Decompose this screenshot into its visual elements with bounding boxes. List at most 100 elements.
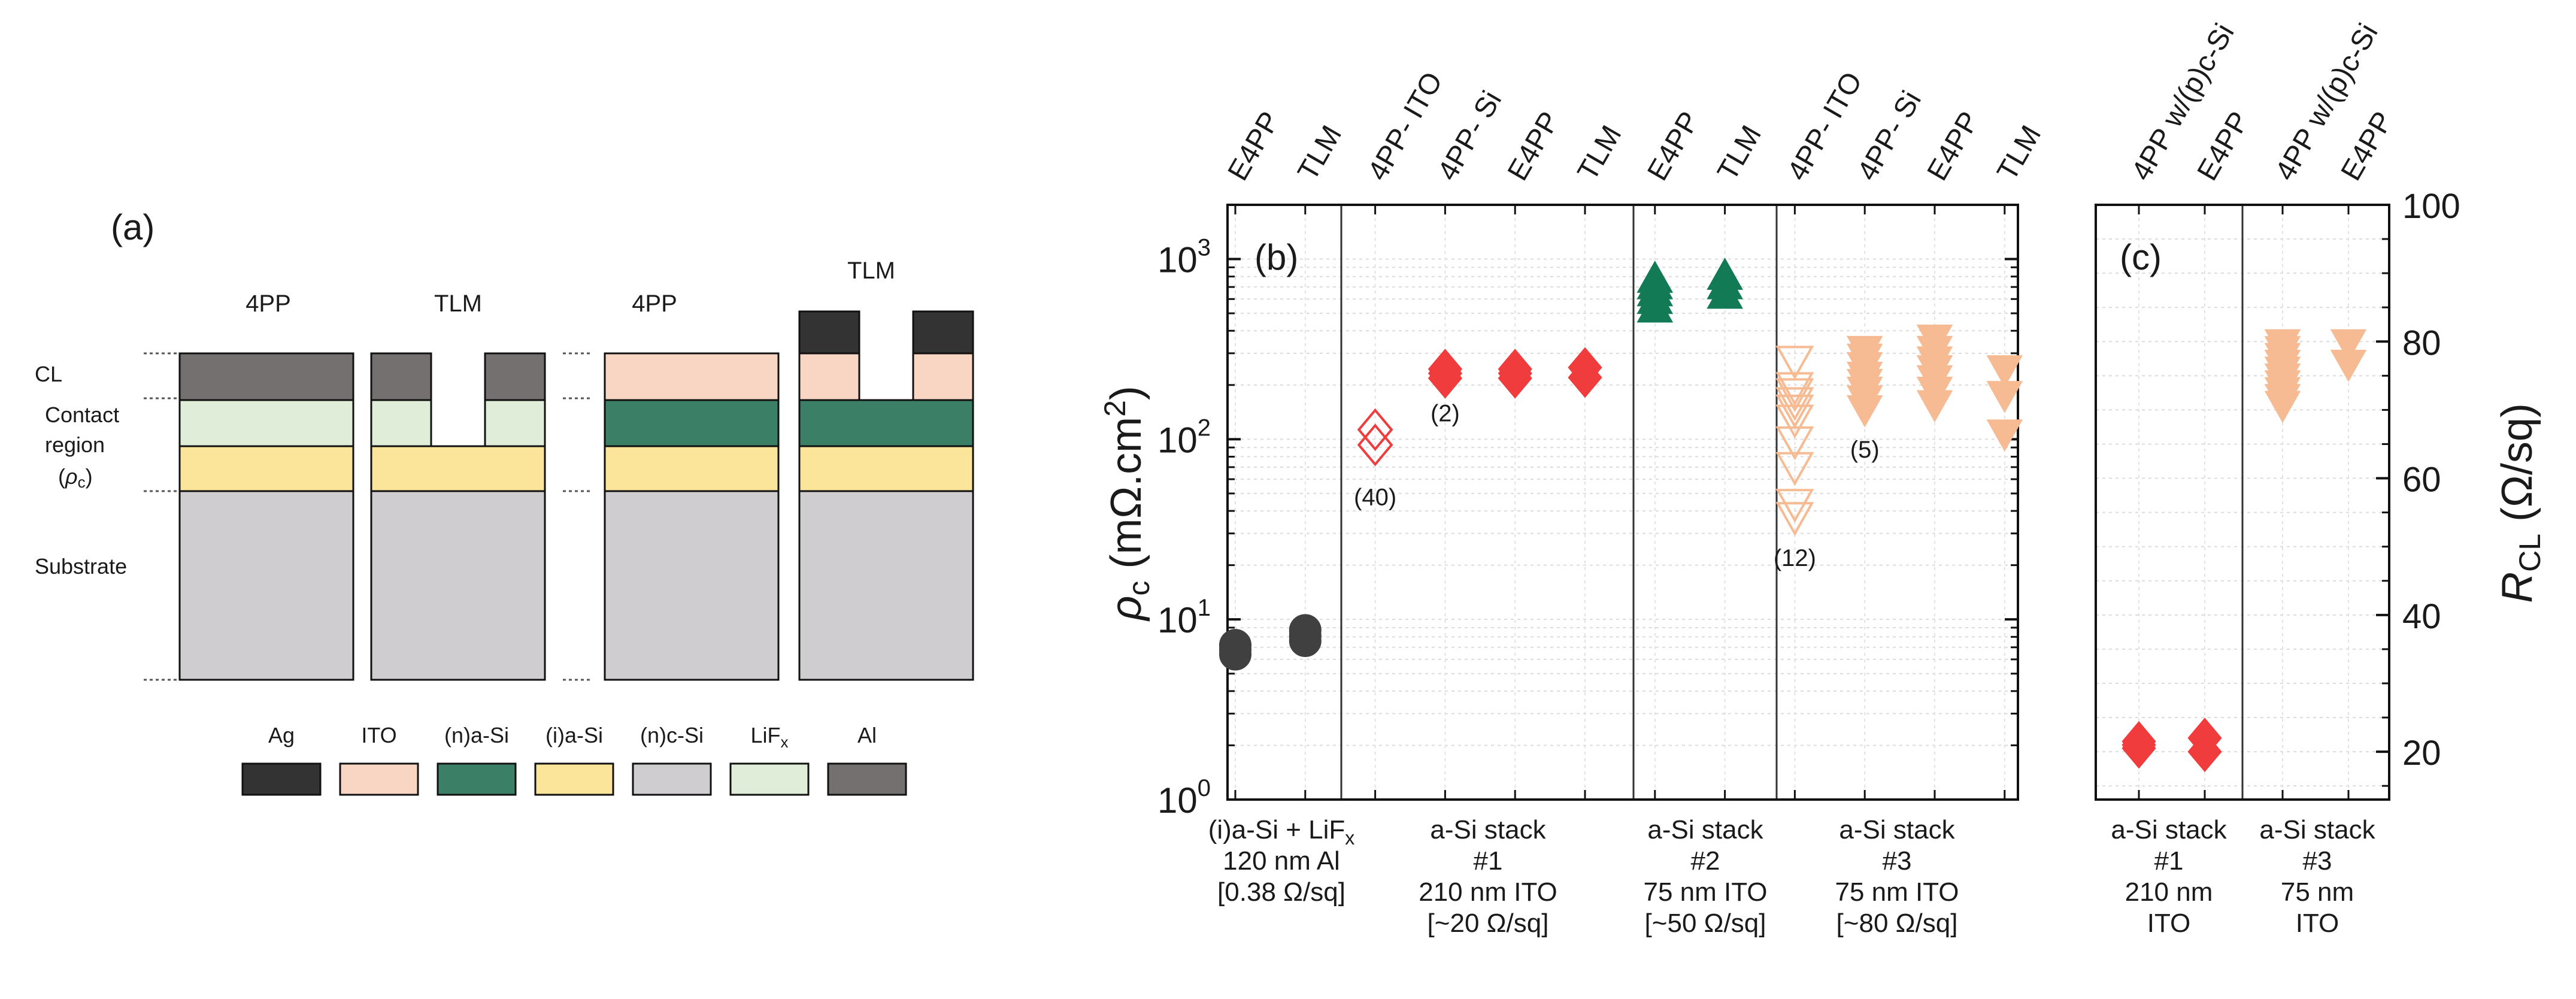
group-label-c-0-line-0: a-Si stack — [2111, 815, 2227, 844]
data-point-b-8-2 — [1775, 452, 1814, 486]
data-point-b-8-0 — [1775, 502, 1814, 537]
column-label-4: TLM — [847, 258, 895, 284]
panel-a: (a) CL Contact region (ρc) Substrate 4PP TLM 4PP… — [35, 207, 974, 796]
layer-ito — [912, 352, 974, 401]
x-top-label-0: E4PP — [1222, 107, 1286, 186]
layer-i-asi — [604, 445, 780, 492]
row-label-rho: (ρc) — [58, 464, 93, 491]
x-top-label-10: E4PP — [1922, 107, 1986, 186]
annotation-0: (40) — [1354, 484, 1396, 510]
group-label-c-0-line-2: 210 nm — [2125, 877, 2213, 907]
x-top-label-11: TLM — [1991, 120, 2047, 186]
group-label-c-1-line-1: #3 — [2303, 846, 2332, 876]
layer-n-asi — [798, 399, 974, 447]
x-top-label-7: TLM — [1711, 120, 1768, 186]
legend-label-al: Al — [857, 723, 877, 747]
legend-swatch-n_asi — [437, 762, 517, 796]
group-label-2-line-3: [~50 Ω/sq] — [1645, 909, 1766, 938]
y-tick-label-c-3: 80 — [2402, 323, 2441, 362]
x-top-label-3: 4PP- Si — [1432, 86, 1508, 186]
group-label-0-line-1: 120 nm Al — [1223, 846, 1340, 876]
row-label-region: region — [45, 432, 105, 457]
plot-frame — [2095, 204, 2390, 801]
group-label-3-line-3: [~80 Ω/sq] — [1836, 909, 1958, 938]
layer-al — [484, 352, 546, 401]
layer-i-asi — [370, 445, 546, 492]
group-label-c-1-line-3: ITO — [2296, 909, 2339, 938]
group-label-2-line-0: a-Si stack — [1647, 815, 1763, 844]
group-label-2-line-2: 75 nm ITO — [1643, 877, 1767, 907]
layer-lifx — [484, 399, 546, 447]
x-top-label-6: E4PP — [1641, 107, 1705, 186]
layer-substrate — [370, 490, 546, 681]
panel-a-label: (a) — [111, 207, 154, 247]
legend-swatch-al — [827, 762, 907, 796]
group-label-1-line-3: [~20 Ω/sq] — [1428, 909, 1549, 938]
legend-swatch-ag — [241, 762, 322, 796]
panel-c-label: (c) — [2120, 237, 2162, 277]
layer-ag — [798, 310, 860, 355]
layer-substrate — [604, 490, 780, 681]
annotation-3: (5) — [1850, 437, 1880, 463]
layer-substrate — [178, 490, 354, 681]
group-label-0-line-0: (i)a-Si + LiFx — [1208, 815, 1355, 849]
layer-ito — [798, 352, 860, 401]
legend-label-lifx: LiFx — [750, 723, 788, 751]
data-point-b-9-7 — [1846, 335, 1883, 368]
group-label-0-line-2: [0.38 Ω/sq] — [1217, 877, 1345, 907]
data-point-c-2-9 — [2264, 329, 2301, 362]
y-tick-label-3: 103 — [1157, 235, 1211, 280]
y-tick-label-1: 101 — [1157, 595, 1211, 640]
annotation-2: (12) — [1774, 545, 1816, 571]
legend-swatch-ito — [339, 762, 419, 796]
data-point-b-1-2 — [1289, 614, 1322, 647]
column-label-1: 4PP — [246, 290, 291, 317]
data-point-b-3-2 — [1428, 349, 1463, 390]
y-tick-label-c-0: 20 — [2402, 734, 2441, 773]
data-point-b-5-1 — [1568, 347, 1602, 388]
group-label-c-0-line-1: #1 — [2154, 846, 2184, 876]
x-top-label-1: TLM — [1292, 120, 1348, 186]
group-label-c-1-line-2: 75 nm — [2281, 877, 2354, 907]
y-tick-label-2: 102 — [1157, 414, 1211, 460]
data-point-b-4-2 — [1498, 349, 1532, 390]
layer-lifx — [370, 399, 432, 447]
data-point-c-3-1 — [2330, 329, 2367, 362]
y-axis-label-b: ρc (mΩ.cm2) — [1098, 386, 1156, 622]
row-label-contact: Contact — [45, 402, 119, 427]
group-label-1-line-2: 210 nm ITO — [1419, 877, 1557, 907]
legend-label-n_asi: (n)a-Si — [444, 723, 509, 747]
column-label-3: 4PP — [632, 290, 677, 317]
x-top-label-c-3: E4PP — [2335, 107, 2399, 186]
data-point-b-11-2 — [1986, 355, 2023, 388]
y-tick-label-0: 100 — [1157, 775, 1211, 821]
row-label-cl: CL — [35, 362, 62, 386]
group-label-3-line-1: #3 — [1883, 846, 1912, 876]
y-tick-label-c-2: 60 — [2402, 461, 2441, 500]
x-top-label-5: TLM — [1572, 120, 1628, 186]
legend-label-ito: ITO — [361, 723, 396, 747]
layer-substrate — [798, 490, 974, 681]
column-label-2: TLM — [434, 290, 482, 317]
x-top-label-c-1: E4PP — [2192, 107, 2256, 186]
panel-b-label: (b) — [1254, 237, 1298, 277]
annotation-1: (2) — [1431, 400, 1460, 426]
group-label-3-line-0: a-Si stack — [1839, 815, 1955, 844]
data-point-b-7-2 — [1707, 258, 1743, 290]
y-tick-label-c-4: 100 — [2402, 187, 2460, 226]
legend-swatch-lifx — [729, 762, 810, 796]
layer-n-asi — [604, 399, 780, 447]
data-point-b-6-4 — [1636, 261, 1674, 293]
legend-label-i_asi: (i)a-Si — [545, 723, 603, 747]
legend-label-n_csi: (n)c-Si — [640, 723, 704, 747]
data-point-b-2-1 — [1357, 408, 1393, 452]
group-label-3-line-2: 75 nm ITO — [1835, 877, 1959, 907]
x-top-label-4: E4PP — [1502, 107, 1566, 186]
legend-swatch-n_csi — [632, 762, 712, 796]
data-point-b-0-2 — [1219, 629, 1251, 662]
data-point-b-8-9 — [1775, 346, 1814, 380]
layer-al — [178, 352, 354, 401]
